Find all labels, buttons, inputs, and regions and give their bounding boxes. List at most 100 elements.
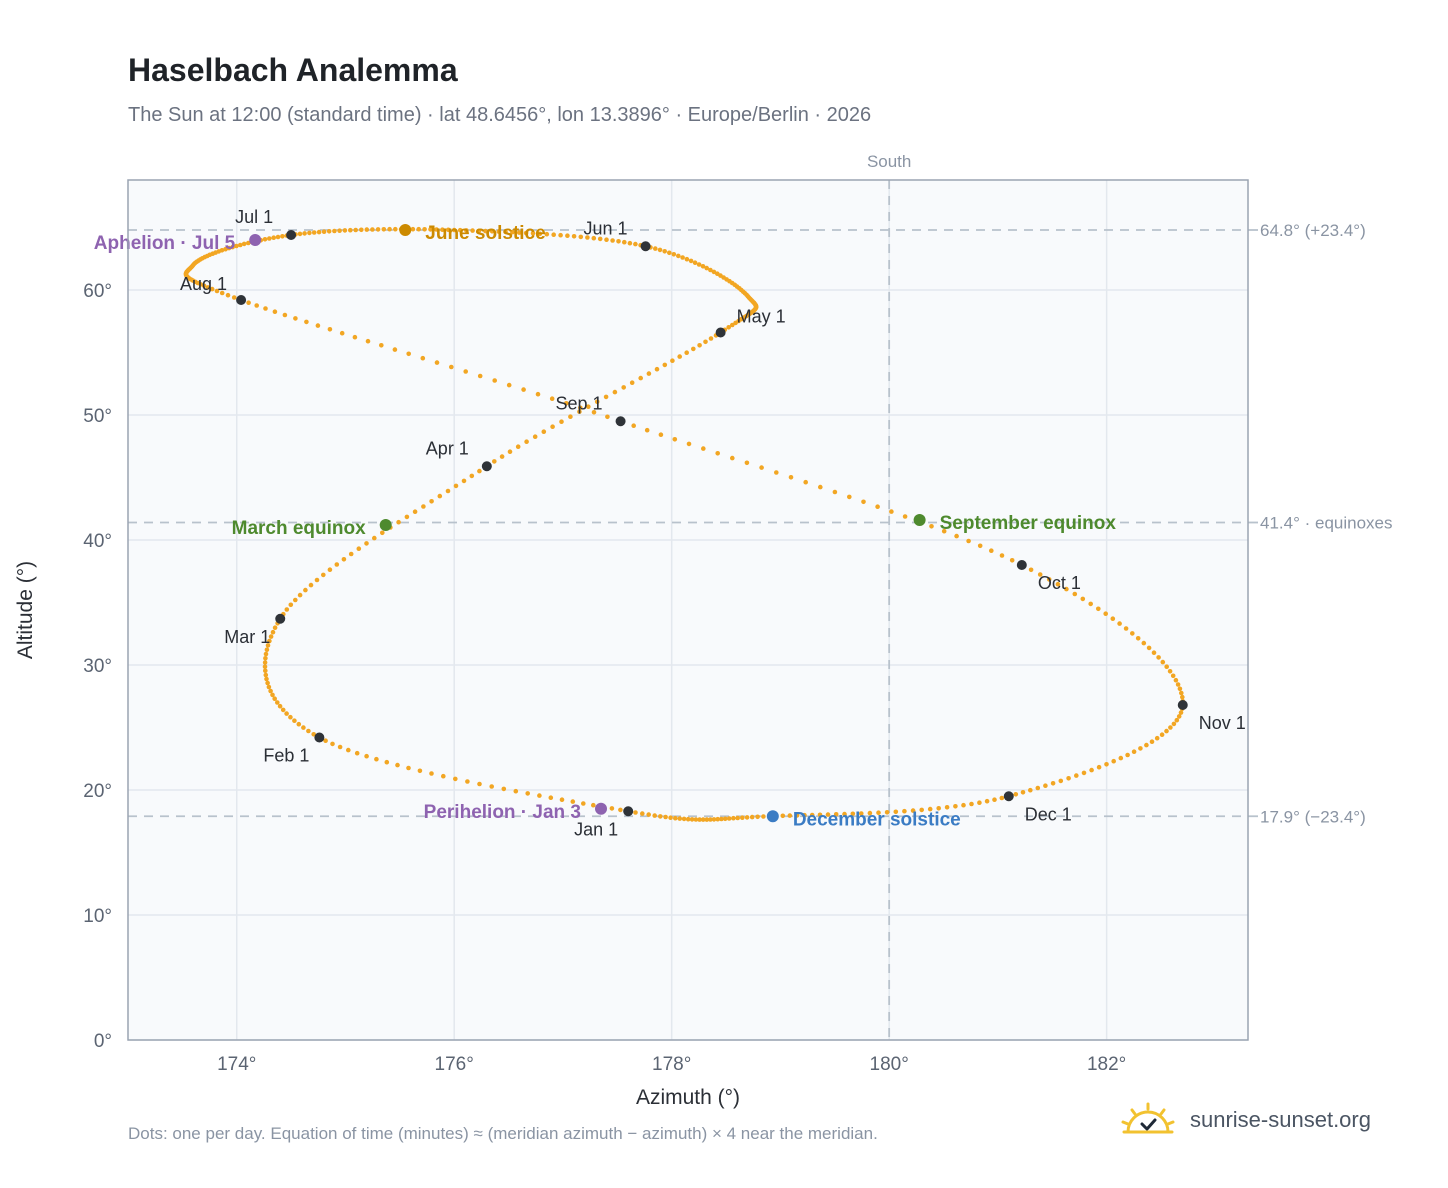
daily-sun-dot: [586, 404, 591, 410]
daily-sun-dot: [1064, 586, 1069, 592]
daily-sun-dot: [719, 816, 724, 822]
daily-sun-dot: [876, 810, 881, 815]
daily-sun-dot: [477, 373, 483, 379]
month-marker: [1016, 560, 1027, 570]
daily-sun-dot: [672, 437, 678, 442]
daily-sun-dot: [1020, 790, 1026, 795]
daily-sun-dot: [226, 245, 232, 251]
daily-sun-dot: [652, 813, 657, 818]
month-label: Dec 1: [1025, 804, 1072, 824]
daily-sun-dot: [521, 387, 526, 392]
event-label: September equinox: [940, 513, 1117, 534]
daily-sun-dot: [315, 323, 321, 328]
daily-sun-dot: [1074, 773, 1079, 778]
daily-sun-dot: [1144, 742, 1149, 748]
daily-sun-dot: [1043, 783, 1048, 788]
month-label: Sep 1: [556, 393, 603, 413]
daily-sun-dot: [1089, 767, 1094, 773]
daily-sun-dot: [689, 817, 695, 822]
daily-sun-dot: [697, 343, 702, 348]
daily-sun-dot: [817, 812, 823, 818]
daily-sun-dot: [231, 295, 237, 300]
daily-sun-dot: [1028, 787, 1033, 793]
daily-sun-dot: [507, 449, 513, 455]
daily-sun-dot: [605, 414, 610, 420]
daily-sun-dot: [759, 465, 764, 470]
daily-sun-dot: [437, 493, 443, 499]
daily-sun-dot: [1179, 690, 1184, 696]
analemma-path: [183, 226, 1186, 822]
axes: 174° 176° 178° 180° 182° 0° 10° 20° 30° 40° 50° 60°…: [14, 281, 1126, 1109]
daily-sun-dot: [638, 375, 643, 381]
daily-sun-dot: [453, 483, 459, 489]
daily-sun-dot: [374, 756, 379, 762]
month-label: Aug 1: [180, 274, 227, 294]
daily-sun-dot: [1103, 611, 1108, 616]
brand[interactable]: sunrise-sunset.org: [1120, 1102, 1371, 1138]
daily-sun-dot: [268, 634, 274, 639]
month-markers: Jan 1 Feb 1 Mar 1 Apr 1 May 1 Jun 1 Jul 1 Aug 1…: [180, 207, 1246, 839]
month-label: Nov 1: [1199, 713, 1246, 733]
daily-sun-dot: [604, 237, 609, 242]
y-tick-label: 60°: [83, 281, 112, 302]
daily-sun-dot: [597, 236, 603, 242]
daily-sun-dot: [265, 643, 271, 648]
daily-sun-dot: [477, 468, 482, 474]
daily-sun-dot: [825, 812, 831, 817]
daily-sun-dot: [1037, 572, 1043, 577]
daily-sun-dot: [591, 235, 597, 241]
daily-sun-dot: [1171, 721, 1177, 727]
daily-sun-dot: [275, 700, 280, 705]
daily-sun-dot: [787, 813, 793, 818]
daily-sun-dot: [681, 816, 687, 822]
daily-sun-dot: [788, 475, 794, 480]
event-markers: June solstice December solstice March equi…: [94, 223, 1117, 830]
daily-sun-dot: [270, 629, 276, 635]
daily-sun-dot: [700, 817, 706, 822]
daily-sun-dot: [1123, 626, 1129, 631]
daily-sun-dot: [1164, 728, 1169, 734]
daily-sun-dot: [633, 241, 638, 247]
daily-sun-dot: [225, 292, 231, 298]
daily-sun-dot: [568, 414, 573, 420]
daily-sun-dot: [774, 470, 779, 475]
daily-sun-dot: [954, 533, 959, 539]
daily-sun-dot: [686, 441, 692, 447]
daily-sun-dot: [1135, 636, 1141, 641]
daily-sun-dot: [1035, 785, 1041, 791]
daily-sun-dot: [254, 303, 259, 308]
daily-sun-dot: [953, 804, 958, 809]
daily-sun-dot: [558, 232, 563, 238]
daily-sun-dot: [726, 816, 732, 821]
daily-sun-dot: [696, 262, 702, 267]
month-marker: [1003, 791, 1014, 802]
daily-sun-dot: [352, 334, 358, 340]
daily-sun-dot: [275, 234, 281, 240]
daily-sun-dot: [564, 401, 569, 406]
daily-sun-dot: [1170, 673, 1176, 679]
daily-sun-dot: [1130, 631, 1135, 636]
daily-sun-dot: [421, 504, 426, 509]
daily-sun-dot: [264, 676, 269, 682]
daily-sun-dot: [941, 528, 947, 534]
daily-sun-dot: [802, 812, 807, 818]
daily-sun-dot: [516, 230, 522, 235]
daily-sun-dot: [711, 269, 717, 275]
daily-sun-dot: [453, 776, 458, 782]
daily-sun-dot: [417, 768, 423, 774]
daily-sun-dot: [670, 358, 675, 364]
daily-sun-dot: [263, 668, 268, 674]
daily-sun-dot: [1028, 567, 1034, 573]
daily-sun-dot: [524, 439, 529, 445]
daily-sun-dot: [551, 232, 556, 237]
daily-sun-dot: [629, 380, 635, 386]
daily-sun-dot: [744, 815, 750, 820]
daily-sun-dot: [292, 718, 297, 723]
daily-sun-dot: [708, 267, 713, 273]
daily-sun-dot: [422, 227, 427, 232]
daily-sun-dot: [461, 478, 467, 484]
month-label: Jan 1: [574, 819, 618, 839]
month-marker: [623, 806, 634, 817]
daily-sun-dot: [434, 360, 440, 365]
daily-sun-dot: [510, 229, 515, 235]
